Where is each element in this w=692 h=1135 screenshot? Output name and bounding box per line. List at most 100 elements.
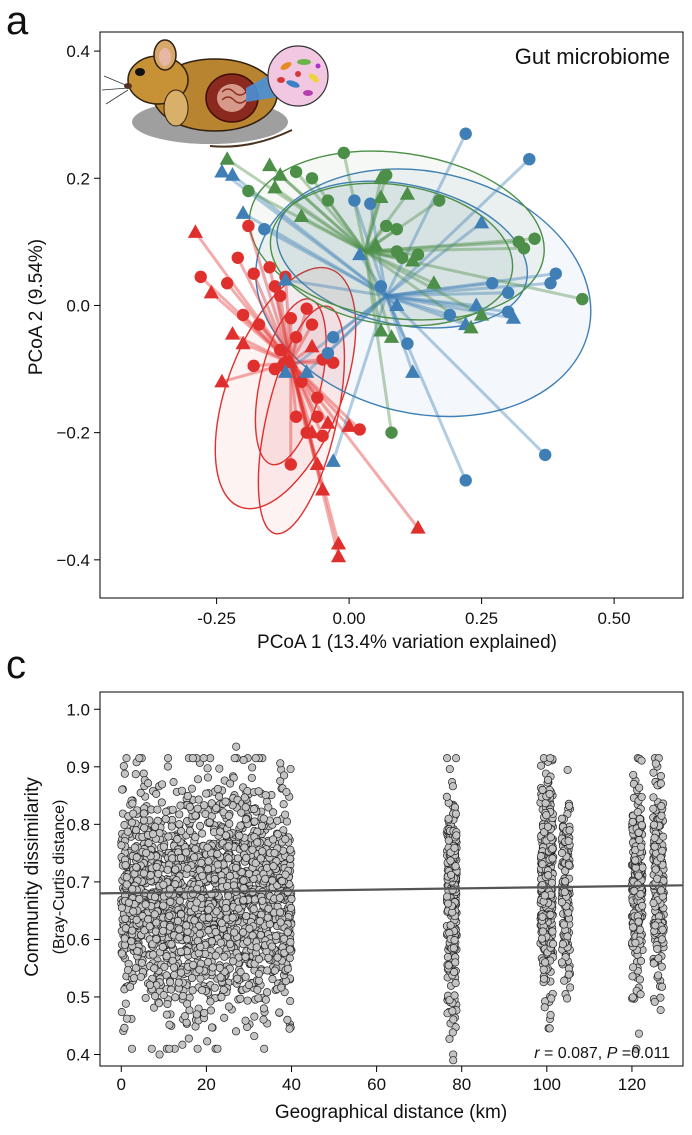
point-red-circle — [300, 302, 313, 315]
distance-point — [196, 974, 205, 983]
distance-point — [175, 933, 184, 942]
distance-point — [230, 928, 239, 937]
point-blue-triangle — [325, 453, 341, 467]
point-red-triangle — [214, 373, 230, 388]
distance-point — [651, 865, 660, 874]
distance-point — [254, 976, 263, 985]
distance-point — [139, 816, 148, 825]
distance-point — [276, 776, 285, 786]
point-green-triangle — [267, 179, 283, 194]
point-blue-triangle — [389, 297, 405, 312]
distance-point — [542, 811, 551, 820]
spoke-red — [289, 362, 314, 434]
distance-point — [651, 921, 660, 930]
distance-point — [545, 789, 554, 799]
distance-point — [566, 983, 575, 992]
distance-point — [276, 908, 285, 917]
distance-point — [243, 937, 252, 946]
distance-point — [183, 935, 192, 944]
distance-point — [230, 754, 239, 763]
distance-point — [203, 843, 212, 852]
distance-axes: 0 20 40 60 80 100 120 0.4 0.5 0.6 0.7 0.8 0.9 1.0 — [66, 700, 646, 1094]
distance-point — [541, 799, 550, 808]
distance-point — [649, 959, 658, 968]
distance-point — [205, 818, 214, 827]
distance-point — [149, 1003, 159, 1012]
distance-point — [206, 997, 215, 1006]
distance-point — [165, 1020, 174, 1029]
point-green-circle — [395, 251, 409, 264]
distance-point — [448, 782, 457, 791]
spoke-blue — [385, 158, 531, 298]
distance-point — [177, 786, 187, 795]
distance-point — [444, 899, 453, 908]
distance-point — [254, 955, 264, 964]
distance-point — [237, 808, 246, 817]
point-blue-circle — [486, 277, 499, 290]
panel-letter-a: a — [6, 0, 29, 43]
distance-point — [281, 835, 290, 844]
distance-point — [188, 754, 197, 763]
point-green-triangle — [373, 189, 389, 203]
distance-point — [164, 832, 173, 841]
point-blue-circle — [549, 267, 562, 280]
distance-point — [200, 1008, 209, 1017]
distance-point — [249, 905, 258, 914]
point-green-circle — [385, 426, 398, 439]
distance-point — [198, 986, 207, 995]
point-red-circle — [316, 429, 329, 443]
distance-point — [236, 968, 245, 977]
distance-point — [543, 775, 553, 784]
distance-point — [126, 982, 135, 991]
distance-point — [276, 759, 285, 768]
distance-point — [150, 892, 160, 902]
point-red-circle — [252, 318, 266, 331]
spoke-blue — [285, 278, 387, 298]
point-red-circle — [247, 359, 260, 373]
distance-point — [635, 835, 644, 844]
distance-point — [286, 845, 295, 854]
distance-point — [183, 864, 192, 873]
spoke-blue — [385, 221, 483, 298]
distance-point — [176, 853, 185, 863]
point-green-triangle — [426, 275, 442, 289]
spoke-blue — [331, 295, 388, 462]
distance-point — [191, 833, 200, 842]
distance-point — [225, 871, 234, 881]
point-red-circle — [311, 391, 324, 404]
distance-point — [653, 944, 662, 953]
point-green-triangle — [219, 151, 235, 165]
distance-point — [195, 922, 204, 931]
distance-point — [451, 809, 460, 818]
distance-point — [171, 993, 180, 1002]
distance-point — [657, 935, 667, 944]
pcoa-x-tick-label: 0.50 — [598, 609, 631, 628]
distance-point — [187, 973, 197, 983]
distance-point — [129, 809, 138, 818]
distance-point — [446, 921, 455, 930]
distance-point — [176, 801, 185, 810]
distance-point — [189, 960, 198, 969]
distance-point — [286, 938, 295, 947]
distance-point — [449, 1056, 458, 1065]
distance-point — [267, 942, 277, 951]
spoke-blue — [386, 272, 556, 298]
point-red-triangle — [224, 326, 241, 340]
distance-point — [183, 791, 192, 801]
spoke-blue — [386, 291, 509, 298]
spoke-blue — [384, 133, 468, 297]
distance-point — [279, 800, 288, 809]
distance-point — [268, 975, 277, 984]
distance-point — [159, 901, 168, 910]
point-blue-triangle — [277, 364, 294, 378]
distance-point — [649, 768, 658, 777]
spoke-green — [364, 250, 483, 317]
distance-point — [286, 764, 295, 774]
distance-point — [636, 890, 645, 899]
distance-point — [171, 880, 180, 889]
distance-point — [193, 1044, 202, 1053]
distance-point — [233, 974, 242, 983]
distance-point — [163, 999, 172, 1009]
distance-point — [451, 958, 460, 967]
distance-point — [451, 754, 461, 763]
